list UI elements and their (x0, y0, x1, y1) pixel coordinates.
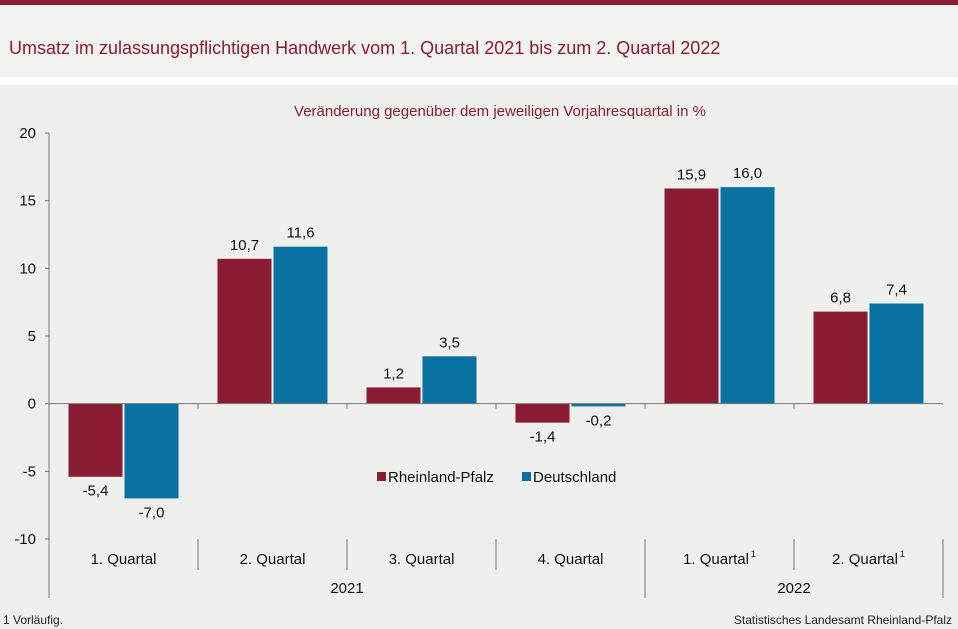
bar-deutschland (273, 246, 328, 404)
x-axis: 1. Quartal 2. Quartal 3. Quartal 4. Quartal… (48, 403, 944, 598)
legend-swatch (377, 472, 386, 481)
legend-swatch (522, 472, 531, 481)
group-label: 2022 (777, 580, 810, 597)
category-label: 1. Quartal (91, 551, 157, 568)
legend-label: Deutschland (533, 469, 616, 486)
bar-deutschland (124, 403, 179, 499)
bar-rheinland-pfalz (664, 188, 719, 404)
bar-value-label: 7,4 (886, 282, 907, 299)
header: Umsatz im zulassungspflichtigen Handwerk… (0, 5, 958, 77)
category-label: 2. Quartal 1 (832, 549, 905, 568)
bar-value-label: 1,2 (383, 365, 404, 382)
chart-subtitle: Veränderung gegenüber dem jeweiligen Vor… (294, 103, 706, 120)
bar-value-label: 16,0 (733, 165, 762, 182)
bar-value-label: -5,4 (83, 483, 109, 500)
category-label: 2. Quartal (240, 551, 306, 568)
y-tick-label: 10 (19, 260, 36, 277)
group-label: 2021 (330, 580, 363, 597)
bar-deutschland (720, 187, 775, 404)
bar-rheinland-pfalz (366, 387, 421, 404)
chart-title: Umsatz im zulassungspflichtigen Handwerk… (9, 38, 721, 58)
y-tick-label: 0 (28, 396, 36, 413)
bar-rheinland-pfalz (68, 403, 123, 477)
legend-label: Rheinland-Pfalz (388, 469, 494, 486)
bar-rheinland-pfalz (515, 403, 570, 423)
bars: -5,4 10,7 1,2 -1,4 15,9 6,8 -7,0 11,6 3,5 -0,2 16,… (68, 165, 924, 521)
bar-value-label: 10,7 (230, 237, 259, 254)
top-accent-bar (0, 0, 958, 5)
bar-rheinland-pfalz (217, 258, 272, 404)
bar-value-label: -7,0 (139, 504, 165, 521)
footnote-marker: 1 (751, 549, 756, 559)
category-label: 1. Quartal 1 (683, 549, 756, 568)
bar-value-label: 3,5 (439, 334, 460, 351)
y-tick-label: 20 (19, 125, 36, 142)
bar-value-label: 11,6 (286, 225, 314, 242)
bar-deutschland (869, 303, 924, 404)
y-tick-label: 5 (28, 328, 36, 345)
bar-value-label: -0,2 (586, 412, 612, 429)
bar-value-label: -1,4 (530, 429, 556, 446)
bar-value-label: 15,9 (677, 166, 706, 183)
bar-deutschland (571, 403, 626, 407)
y-tick-label: -5 (23, 463, 36, 480)
source-note: Statistisches Landesamt Rheinland-Pfalz (733, 613, 952, 627)
y-tick-label: 15 (19, 193, 36, 210)
legend: Rheinland-Pfalz Deutschland (377, 469, 616, 486)
footnote-marker: 1 (900, 549, 905, 559)
y-axis: -10 -5 0 5 10 15 20 (14, 125, 50, 548)
category-label: 4. Quartal (538, 551, 604, 568)
bar-rheinland-pfalz (813, 311, 868, 404)
category-label: 3. Quartal (389, 551, 455, 568)
bar-deutschland (422, 356, 477, 404)
y-tick-label: -10 (14, 531, 36, 548)
header-divider (0, 77, 958, 85)
bar-value-label: 6,8 (830, 290, 851, 307)
footnote: 1 Vorläufig. (3, 613, 64, 627)
